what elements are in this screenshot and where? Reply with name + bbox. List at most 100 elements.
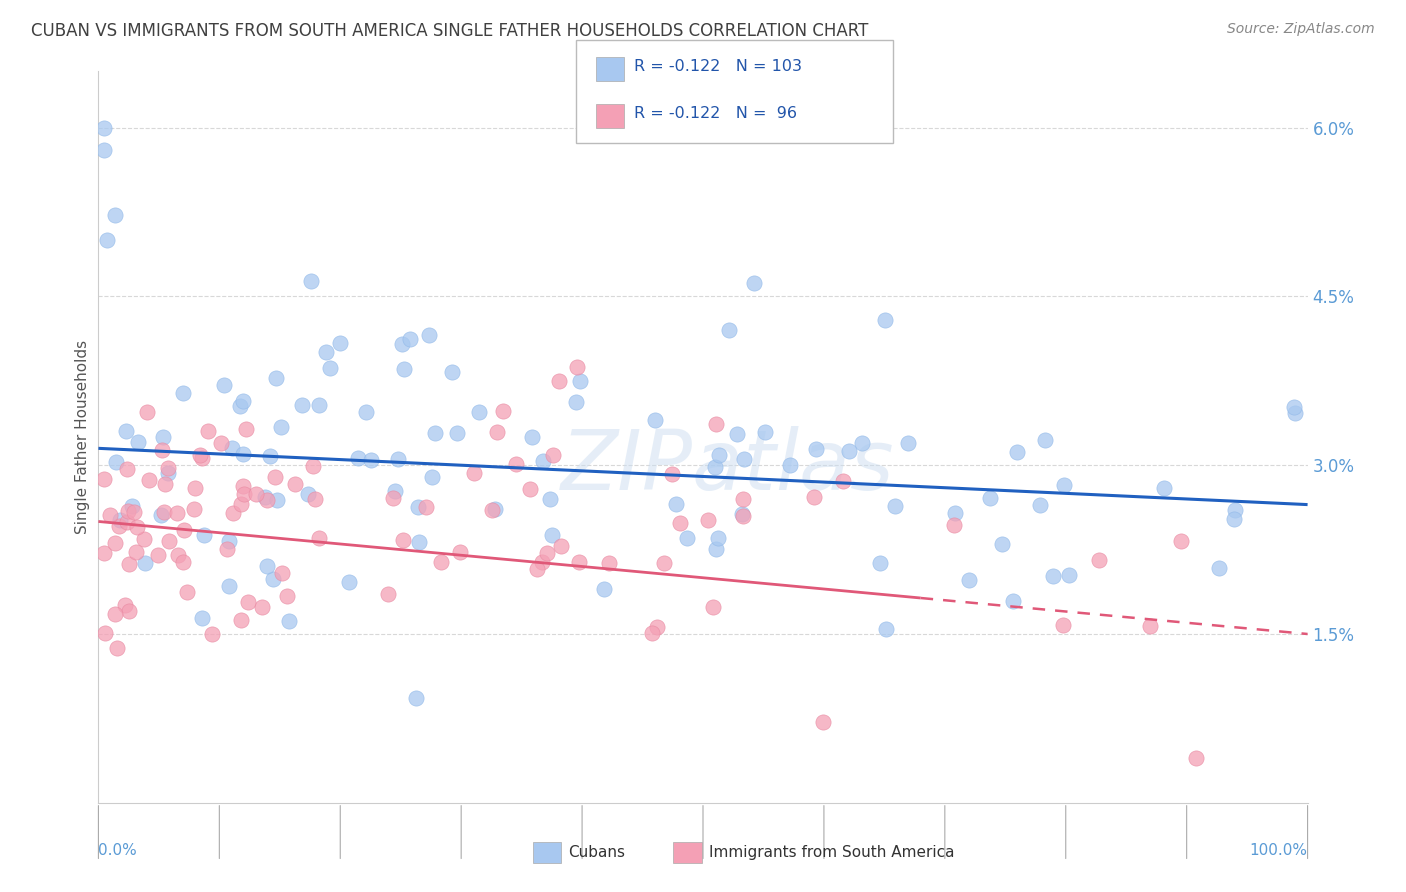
Point [319, 361, 342, 376]
Point [429, 555, 451, 569]
Point [254, 490, 277, 504]
Point [354, 404, 377, 418]
Point [942, 517, 965, 532]
Point [640, 626, 662, 640]
Y-axis label: Single Father Households: Single Father Households [75, 340, 90, 534]
Point [124, 505, 146, 519]
Point [172, 555, 194, 569]
Point [731, 507, 754, 521]
Point [270, 420, 292, 434]
Point [190, 611, 212, 625]
Point [1184, 751, 1206, 765]
Point [391, 337, 413, 351]
Point [991, 536, 1014, 550]
Point [702, 599, 724, 614]
Point [486, 425, 509, 439]
Point [392, 533, 415, 548]
Point [259, 449, 281, 463]
Point [398, 332, 420, 346]
Point [543, 448, 565, 462]
Point [176, 584, 198, 599]
Point [733, 451, 755, 466]
Point [661, 467, 683, 482]
Point [1029, 498, 1052, 512]
Point [384, 484, 406, 499]
Point [134, 532, 156, 546]
Point [668, 516, 690, 530]
Point [118, 604, 141, 618]
Point [138, 473, 160, 487]
Point [315, 345, 337, 359]
Point [803, 490, 825, 504]
Point [676, 531, 699, 545]
Point [420, 470, 443, 484]
Point [832, 474, 855, 488]
Point [114, 598, 136, 612]
Point [337, 575, 360, 590]
Point [250, 600, 273, 615]
Point [232, 446, 254, 460]
Point [245, 486, 267, 500]
Point [704, 542, 727, 557]
Point [446, 426, 468, 441]
Point [505, 457, 527, 471]
Point [104, 536, 127, 550]
Point [264, 470, 287, 484]
Point [284, 477, 307, 491]
Point [346, 451, 368, 466]
Point [233, 487, 256, 501]
Point [731, 491, 754, 506]
Point [93, 120, 115, 135]
Point [93, 472, 115, 486]
Point [299, 274, 322, 288]
Point [707, 448, 730, 462]
Point [1139, 619, 1161, 633]
Text: R = -0.122   N =  96: R = -0.122 N = 96 [634, 106, 797, 121]
Point [100, 508, 122, 523]
Text: CUBAN VS IMMIGRANTS FROM SOUTH AMERICA SINGLE FATHER HOUSEHOLDS CORRELATION CHAR: CUBAN VS IMMIGRANTS FROM SOUTH AMERICA S… [31, 22, 869, 40]
Point [232, 394, 254, 409]
Point [806, 442, 828, 457]
Point [125, 520, 148, 534]
Point [945, 507, 967, 521]
Point [1002, 593, 1025, 607]
Point [231, 497, 253, 511]
Point [136, 405, 159, 419]
Point [754, 425, 776, 440]
Point [779, 458, 801, 472]
Point [121, 499, 143, 513]
Point [232, 479, 254, 493]
Point [1223, 503, 1246, 517]
Point [93, 143, 115, 157]
Point [271, 566, 294, 580]
Point [117, 503, 139, 517]
Text: 0.0%: 0.0% [98, 843, 138, 858]
Point [463, 466, 485, 480]
Point [408, 535, 430, 549]
Point [166, 507, 188, 521]
Point [425, 426, 447, 441]
Point [415, 500, 437, 514]
Point [221, 441, 243, 455]
Point [1052, 618, 1074, 632]
Point [94, 626, 117, 640]
Point [236, 595, 259, 609]
Text: R = -0.122   N = 103: R = -0.122 N = 103 [634, 59, 801, 74]
Point [107, 641, 129, 656]
Point [256, 492, 278, 507]
Point [598, 556, 620, 570]
Point [959, 573, 981, 587]
Point [569, 374, 592, 388]
Point [567, 360, 589, 375]
Point [484, 502, 506, 516]
Point [360, 453, 382, 467]
Point [329, 335, 352, 350]
Point [108, 519, 131, 533]
Point [725, 427, 748, 442]
Point [209, 436, 232, 450]
Point [718, 323, 741, 337]
Point [297, 487, 319, 501]
Point [547, 375, 569, 389]
Point [1033, 434, 1056, 448]
Point [256, 559, 278, 574]
